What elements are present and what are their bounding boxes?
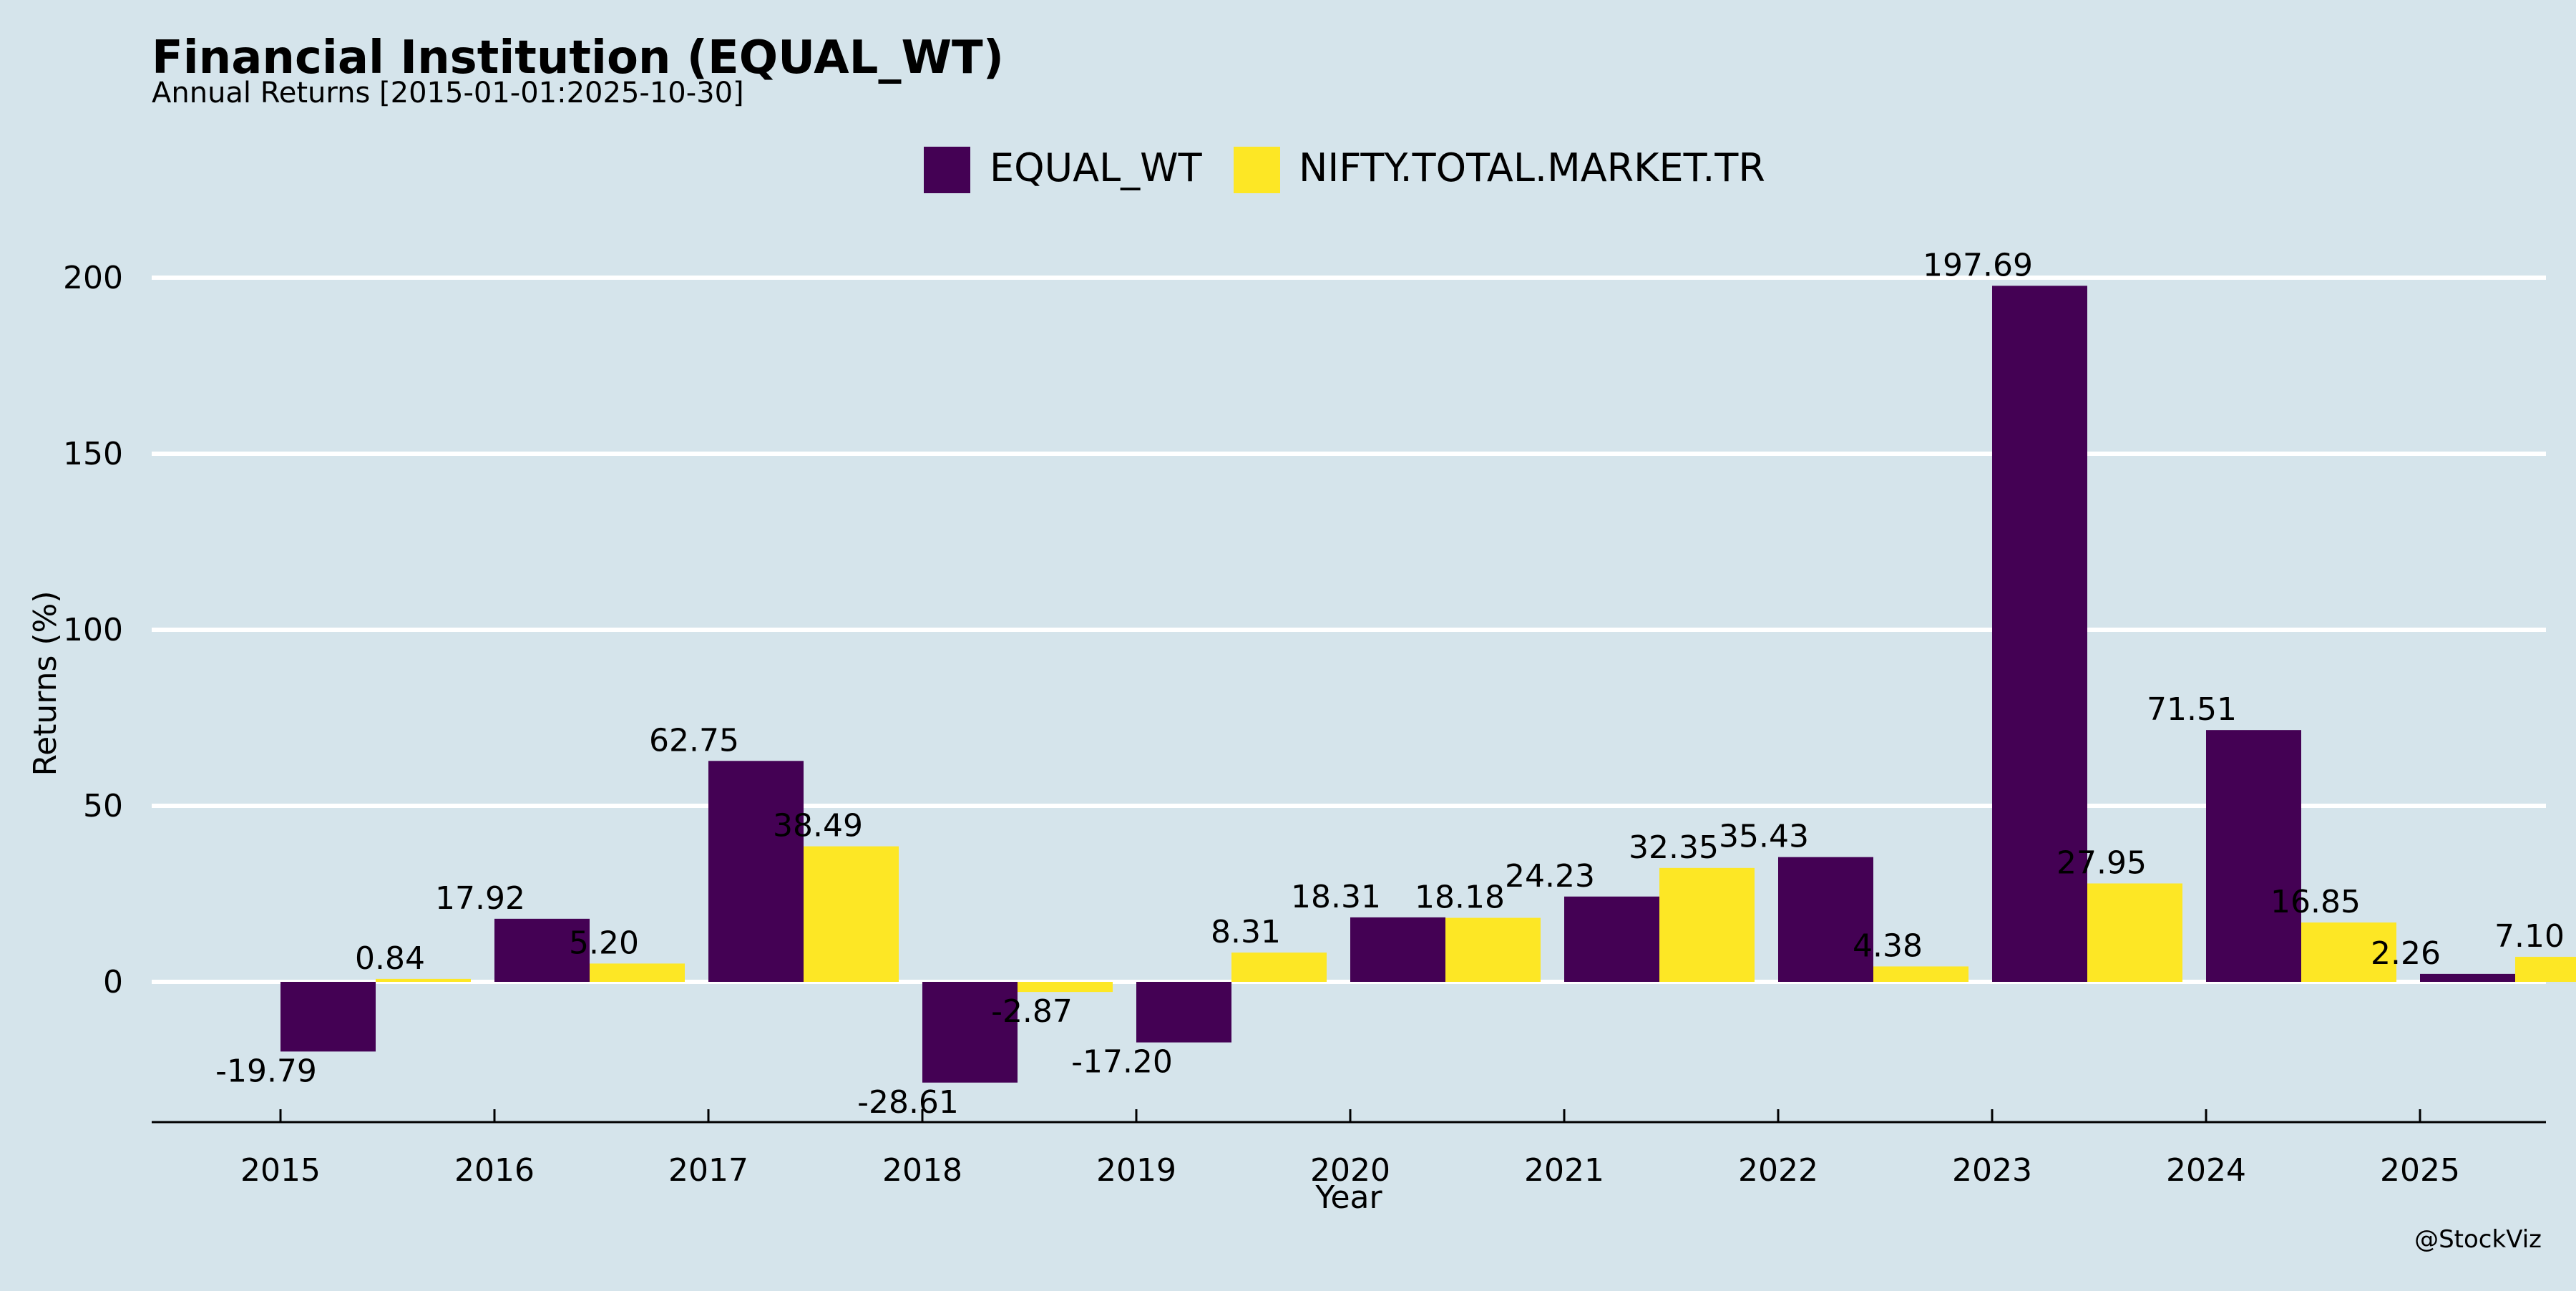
x-axis-label: Year [1314,1179,1382,1216]
bar-value-label: 17.92 [435,880,525,917]
bar [280,982,376,1052]
y-tick-label: 150 [63,436,123,472]
bar-value-label: 18.31 [1291,879,1381,915]
bar [1873,966,1968,982]
watermark: @StockViz [2414,1225,2542,1254]
bar [804,846,899,982]
bar [708,761,804,982]
bar [1659,867,1755,982]
bar [2301,922,2396,982]
x-tick-label: 2020 [1310,1152,1390,1189]
x-tick-label: 2025 [2380,1152,2460,1189]
y-tick-label: 200 [63,260,123,296]
x-tick-label: 2022 [1738,1152,1818,1189]
legend: EQUAL_WT NIFTY.TOTAL.MARKET.TR [924,145,1765,193]
bar-value-label: 32.35 [1629,829,1719,866]
bar-value-label: 38.49 [773,808,863,844]
y-tick-labels: 0 50 100 150 200 [63,260,123,1000]
x-tick-label: 2023 [1952,1152,2032,1189]
x-tick-label: 2017 [668,1152,748,1189]
chart-title: Financial Institution (EQUAL_WT) [152,31,1004,84]
bar [494,918,590,982]
bar-value-label: 35.43 [1719,819,1809,855]
bar [1564,896,1659,982]
x-tick-label: 2019 [1096,1152,1176,1189]
legend-swatch [1234,147,1280,193]
bar [376,978,471,982]
bar-value-label: 7.10 [2494,918,2565,955]
legend-label: NIFTY.TOTAL.MARKET.TR [1299,145,1765,190]
bar-value-label: -17.20 [1071,1044,1173,1081]
x-tick-label: 2018 [882,1152,962,1189]
bar [2206,730,2301,982]
bar [922,982,1018,1083]
bar [2515,957,2576,982]
bar-value-label: 2.26 [2371,935,2441,972]
x-tick-label: 2024 [2166,1152,2246,1189]
bar [1136,982,1231,1043]
y-tick-label: 100 [63,612,123,648]
grid-lines [152,276,2546,984]
bar-value-label: 8.31 [1211,914,1281,950]
bar-value-label: 18.18 [1415,880,1505,916]
x-tick-labels: 2015 2016 2017 2018 2019 2020 2021 2022 2023 2024… [240,1109,2460,1189]
bar-value-label: 4.38 [1853,927,1923,964]
bar [590,963,685,982]
bar [2420,973,2515,982]
bar [1350,917,1445,982]
bar-value-label: -2.87 [991,993,1073,1030]
bar [2087,883,2182,982]
bars [280,286,2576,1083]
bar-value-label: 24.23 [1505,858,1595,895]
bar [1018,982,1113,993]
bar-value-label: 0.84 [355,940,425,977]
bar-value-label: -19.79 [215,1053,317,1089]
bar-value-label: 16.85 [2270,884,2361,920]
bar-value-label: 197.69 [1923,247,2033,283]
x-tick-label: 2016 [454,1152,535,1189]
bar-value-label: 62.75 [649,722,739,759]
legend-label: EQUAL_WT [990,145,1203,190]
bar [1231,953,1327,982]
y-tick-label: 0 [103,964,123,1000]
y-axis-label: Returns (%) [27,590,64,776]
x-tick-label: 2015 [240,1152,321,1189]
bar-value-label: 27.95 [2057,844,2147,881]
bar-value-label: 5.20 [569,925,639,961]
x-tick-label: 2021 [1524,1152,1604,1189]
bar [1778,857,1873,982]
chart-subtitle: Annual Returns [2015-01-01:2025-10-30] [152,77,744,109]
bar-value-label: 71.51 [2147,691,2237,728]
y-tick-label: 50 [83,788,123,824]
legend-swatch [924,147,970,193]
bar [1992,286,2087,982]
bar [1445,917,1541,982]
bar-value-labels: -19.79 0.84 17.92 5.20 62.75 38.49 -28.61 -2.87… [215,247,2565,1120]
bar-value-label: -28.61 [857,1084,959,1121]
